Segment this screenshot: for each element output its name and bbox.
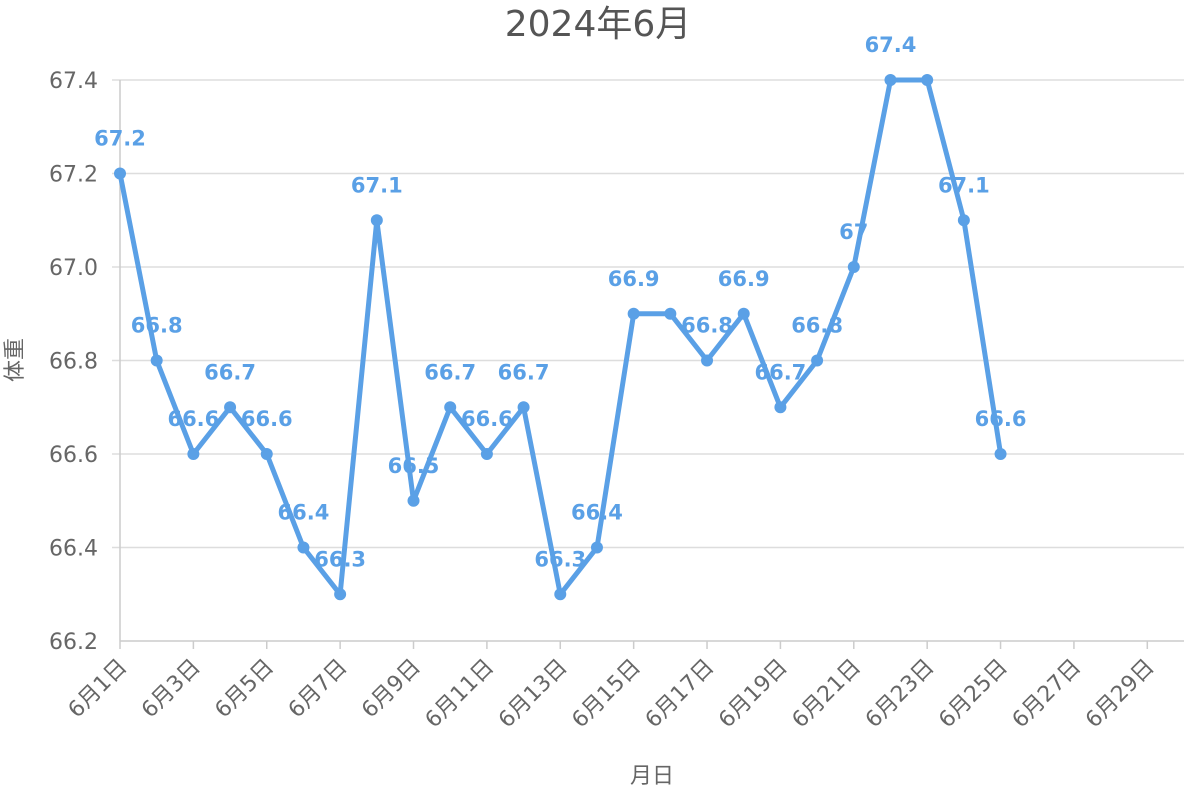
data-point xyxy=(554,588,567,601)
x-axis-tick-labels: 6月1日 6月3日 6月5日 6月7日 6月9日6月11日6月13日6月15日6月17日… xyxy=(64,655,1160,733)
y-axis-title: 体重 xyxy=(3,338,28,382)
data-label: 66.6 xyxy=(975,407,1027,431)
data-label: 66.6 xyxy=(167,407,219,431)
x-tick-label: 6月7日 xyxy=(284,655,353,724)
x-tick-label: 6月9日 xyxy=(357,655,426,724)
data-point xyxy=(297,541,310,554)
data-label: 66.7 xyxy=(204,360,256,384)
x-tick-label: 6月23日 xyxy=(861,655,939,733)
y-tick-label: 66.2 xyxy=(49,630,98,655)
data-label: 66.8 xyxy=(681,314,733,338)
data-point xyxy=(334,588,347,601)
x-tick-label: 6月1日 xyxy=(64,655,133,724)
data-label: 66.8 xyxy=(791,314,843,338)
data-label: 67.1 xyxy=(938,173,990,197)
data-label: 66.7 xyxy=(498,360,550,384)
series-layer xyxy=(114,74,1007,601)
data-label: 66.8 xyxy=(131,314,183,338)
x-tick-label: 6月19日 xyxy=(714,655,792,733)
x-tick-label: 6月15日 xyxy=(567,655,645,733)
data-point xyxy=(187,448,200,460)
data-label: 66.6 xyxy=(241,407,293,431)
data-point xyxy=(260,448,273,460)
data-point xyxy=(994,448,1007,460)
data-point xyxy=(150,354,163,367)
data-point xyxy=(921,74,934,86)
data-point xyxy=(370,214,383,227)
data-point xyxy=(884,74,897,86)
y-axis-tick-labels: 66.2 66.4 66.6 66.8 67.0 67.2 67.4 xyxy=(49,69,98,655)
data-label: 66.9 xyxy=(718,267,770,291)
x-tick-label: 6月27日 xyxy=(1008,655,1086,733)
data-label: 66.4 xyxy=(571,501,623,525)
data-label: 66.9 xyxy=(608,267,660,291)
chart-title: 2024年6月 xyxy=(505,4,692,45)
x-tick-label: 6月11日 xyxy=(421,655,499,733)
data-point xyxy=(480,448,493,460)
data-point xyxy=(444,401,457,414)
y-tick-label: 66.8 xyxy=(49,350,98,375)
data-point xyxy=(224,401,237,414)
data-label: 66.7 xyxy=(424,360,476,384)
x-tick-label: 6月5日 xyxy=(210,655,279,724)
data-point xyxy=(114,167,126,180)
x-tick-label: 6月21日 xyxy=(788,655,866,733)
data-point xyxy=(957,214,970,227)
x-tick-label: 6月25日 xyxy=(934,655,1012,733)
series-line xyxy=(117,77,1004,597)
y-tick-label: 67.4 xyxy=(49,69,98,94)
data-label: 67.2 xyxy=(94,127,146,151)
data-point xyxy=(407,494,420,507)
data-point xyxy=(774,401,787,414)
data-label: 66.4 xyxy=(278,501,330,525)
data-label: 66.7 xyxy=(754,360,806,384)
data-label: 66.6 xyxy=(461,407,513,431)
x-tick-label: 6月13日 xyxy=(494,655,572,733)
data-point xyxy=(517,401,530,414)
data-point xyxy=(701,354,714,367)
data-point xyxy=(737,307,750,320)
y-tick-label: 66.6 xyxy=(49,443,98,468)
data-point xyxy=(847,261,860,273)
data-point xyxy=(811,354,824,367)
y-tick-label: 66.4 xyxy=(49,537,98,562)
data-label: 66.3 xyxy=(534,547,586,571)
data-labels: 67.2 66.8 66.6 66.7 66.6 66.4 66.3 67.1 66.5 66.7… xyxy=(94,33,1026,571)
x-axis-title: 月日 xyxy=(630,764,674,789)
y-tick-label: 67.0 xyxy=(49,256,98,281)
data-label: 66.5 xyxy=(388,454,440,478)
grid-lines xyxy=(112,79,1184,649)
data-label: 66.3 xyxy=(314,547,366,571)
y-tick-label: 67.2 xyxy=(49,163,98,188)
x-tick-label: 6月3日 xyxy=(137,655,206,724)
x-tick-label: 6月17日 xyxy=(641,655,719,733)
data-point xyxy=(590,541,603,554)
data-point xyxy=(627,307,640,320)
data-point xyxy=(664,307,677,320)
data-label: 67.1 xyxy=(351,173,403,197)
data-label: 67 xyxy=(839,220,868,244)
data-label: 67.4 xyxy=(865,33,917,57)
x-tick-label: 6月29日 xyxy=(1081,655,1159,733)
